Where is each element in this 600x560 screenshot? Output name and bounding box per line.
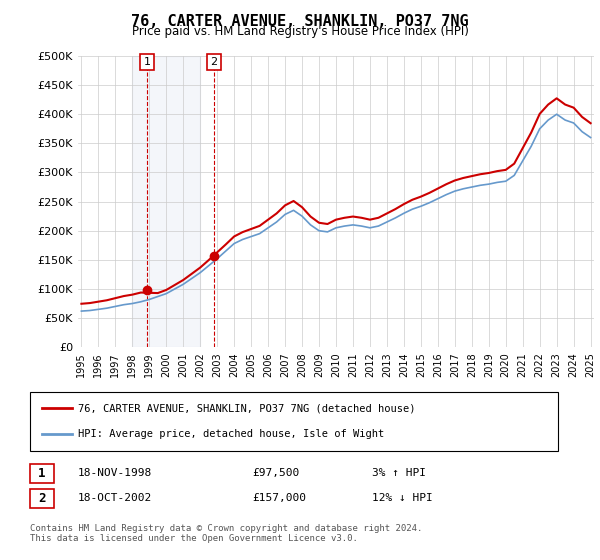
Text: Contains HM Land Registry data © Crown copyright and database right 2024.
This d: Contains HM Land Registry data © Crown c… (30, 524, 422, 543)
Text: 2: 2 (210, 57, 217, 67)
Text: 1: 1 (38, 466, 46, 480)
Text: Price paid vs. HM Land Registry's House Price Index (HPI): Price paid vs. HM Land Registry's House … (131, 25, 469, 38)
Text: 76, CARTER AVENUE, SHANKLIN, PO37 7NG: 76, CARTER AVENUE, SHANKLIN, PO37 7NG (131, 14, 469, 29)
Text: 1: 1 (144, 57, 151, 67)
Text: 76, CARTER AVENUE, SHANKLIN, PO37 7NG (detached house): 76, CARTER AVENUE, SHANKLIN, PO37 7NG (d… (78, 403, 415, 413)
Text: £157,000: £157,000 (252, 493, 306, 503)
Text: 18-OCT-2002: 18-OCT-2002 (78, 493, 152, 503)
Text: £97,500: £97,500 (252, 468, 299, 478)
Text: 3% ↑ HPI: 3% ↑ HPI (372, 468, 426, 478)
Bar (133, 56, 200, 347)
Text: 12% ↓ HPI: 12% ↓ HPI (372, 493, 433, 503)
Text: 2: 2 (38, 492, 46, 505)
Text: 18-NOV-1998: 18-NOV-1998 (78, 468, 152, 478)
Text: HPI: Average price, detached house, Isle of Wight: HPI: Average price, detached house, Isle… (78, 430, 384, 440)
